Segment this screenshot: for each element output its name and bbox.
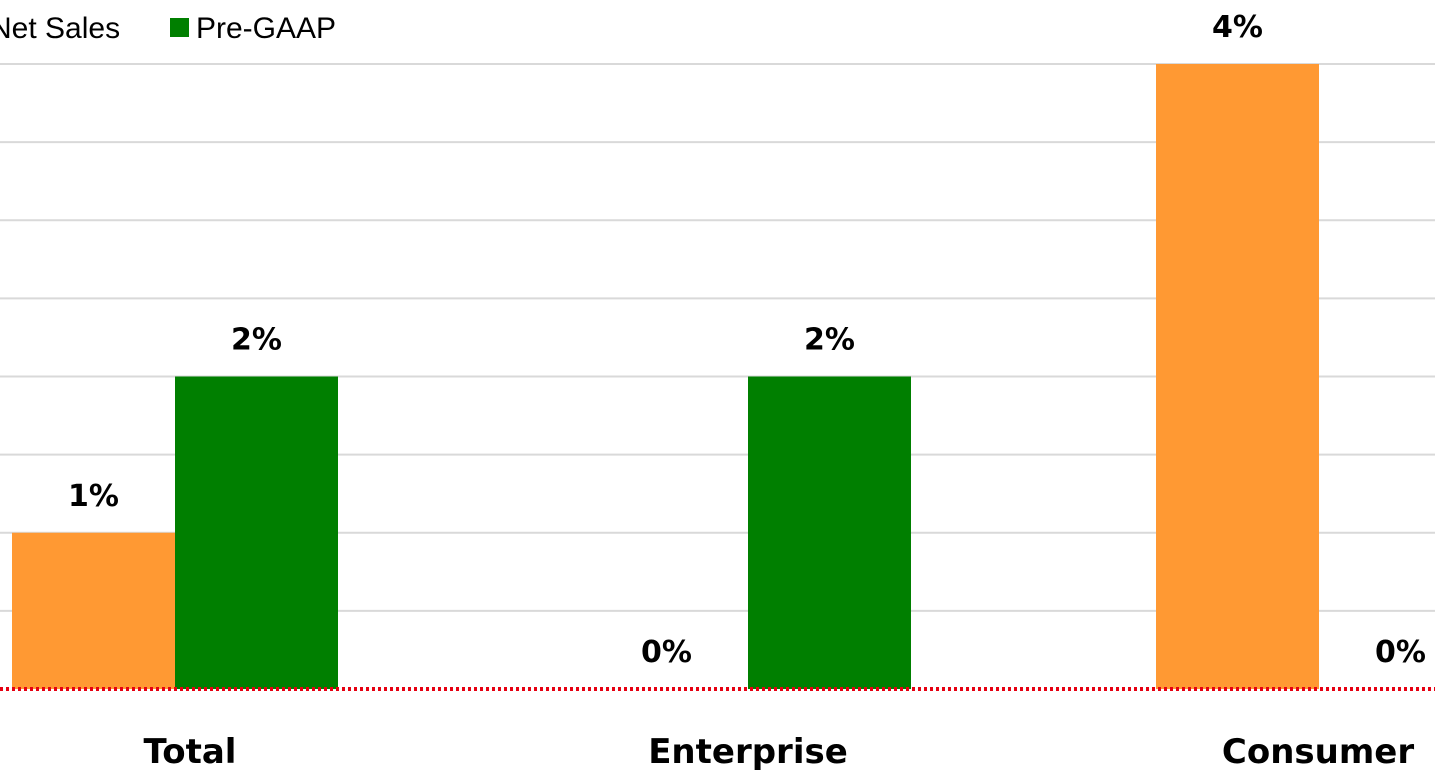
data-label: 2% bbox=[804, 323, 855, 358]
data-label: 1% bbox=[68, 479, 119, 514]
data-label: 4% bbox=[1212, 10, 1263, 45]
category-label: Enterprise bbox=[648, 732, 848, 772]
bar-net-sales-total bbox=[12, 532, 175, 689]
data-label: 0% bbox=[1375, 635, 1426, 670]
bar-pre-gaap-total bbox=[175, 376, 338, 689]
legend-label-pre-gaap: Pre-GAAP bbox=[196, 12, 336, 45]
bar-net-sales-consumer bbox=[1156, 64, 1319, 689]
legend-label-net-sales: Net Sales bbox=[0, 12, 120, 45]
data-label: 0% bbox=[641, 635, 692, 670]
legend: Net Sales Pre-GAAP bbox=[0, 12, 336, 45]
bar-pre-gaap-enterprise bbox=[748, 376, 911, 689]
category-label: Total bbox=[144, 732, 237, 772]
data-labels: 1% 0% 4% 2% 2% 0% bbox=[68, 10, 1426, 670]
category-label: Consumer bbox=[1222, 732, 1414, 772]
data-label: 2% bbox=[231, 323, 282, 358]
category-labels: Total Enterprise Consumer bbox=[144, 732, 1415, 772]
legend-swatch-pre-gaap bbox=[170, 18, 189, 37]
bars bbox=[12, 64, 1319, 689]
